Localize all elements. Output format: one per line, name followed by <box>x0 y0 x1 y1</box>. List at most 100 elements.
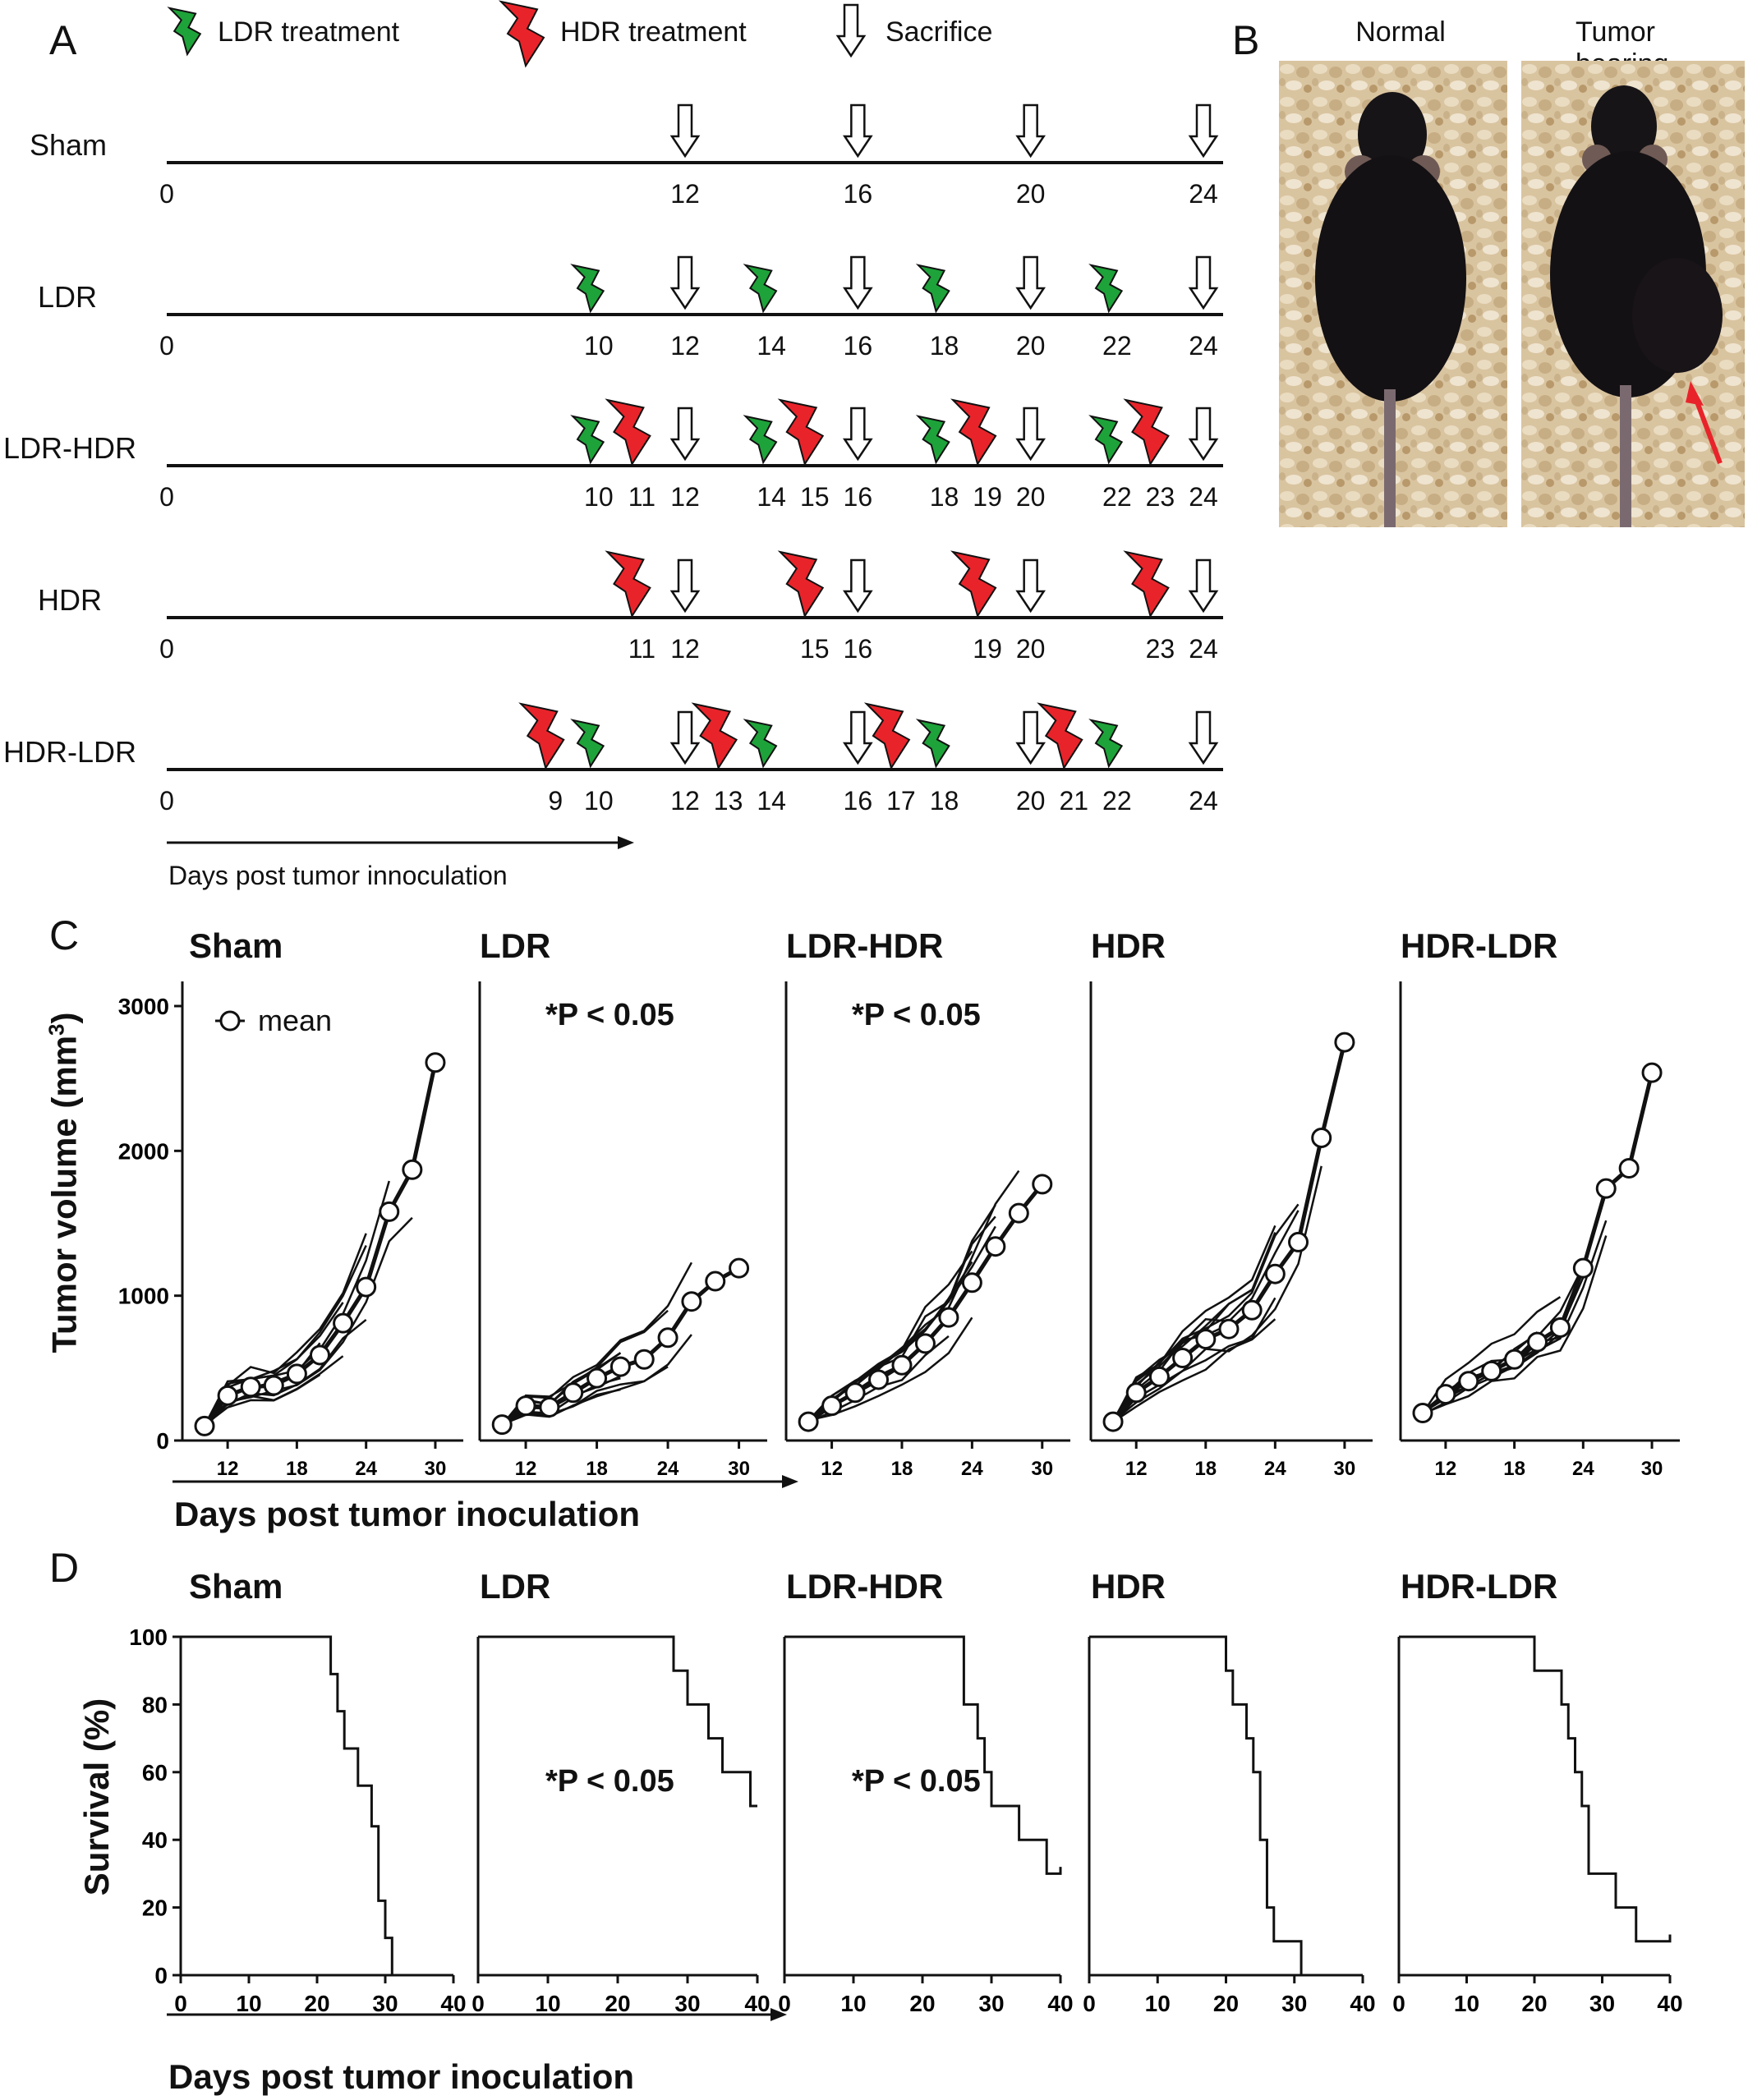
chart-c-mean-point <box>914 1333 936 1354</box>
hdr-bolt-icon <box>605 398 651 466</box>
chart-c-mean-point <box>1595 1178 1617 1199</box>
tick-day-20: 20 <box>1015 786 1046 816</box>
tick-day-20: 20 <box>1015 482 1046 512</box>
panel-a-letter: A <box>49 17 77 63</box>
chart-c-mean-point <box>539 1396 560 1418</box>
photo-normal-mouse <box>1279 61 1507 527</box>
legend-ldr-label: LDR treatment <box>218 16 400 48</box>
chart-c-mean-point <box>1148 1366 1170 1387</box>
panel-a-xlabel: Days post tumor innoculation <box>168 861 508 890</box>
sacrifice-arrow-icon <box>669 255 701 310</box>
tick-day-20: 20 <box>1015 331 1046 361</box>
chart-c-mean-point <box>515 1395 536 1417</box>
chart-d-title-hdr: HDR <box>1091 1567 1166 1606</box>
sacrifice-arrow-icon <box>1188 407 1219 462</box>
chart-c-mean-point <box>263 1375 284 1396</box>
chart-c-ytick-label: 3000 <box>118 994 169 1019</box>
tick-day-9: 9 <box>548 786 564 816</box>
chart-d-xtick-label: 20 <box>304 1991 329 2016</box>
chart-c-mean-point <box>1032 1174 1053 1195</box>
panel-c-legend-mean: mean <box>258 1004 333 1037</box>
chart-d-pvalue: *P < 0.05 <box>852 1764 981 1799</box>
chart-c-xtick-label: 18 <box>1194 1458 1217 1480</box>
tick-day-14: 14 <box>757 482 786 512</box>
chart-d-survival-curve <box>1089 1635 1303 1975</box>
hdr-bolt-icon <box>950 550 997 618</box>
chart-c-mean-point <box>705 1271 726 1292</box>
chart-c-xtick-label: 30 <box>728 1458 750 1480</box>
tick-day-24: 24 <box>1189 482 1218 512</box>
hdr-bolt-icon <box>777 550 825 618</box>
chart-c-mean-point <box>729 1257 750 1279</box>
chart-c-mean-point <box>333 1312 354 1334</box>
chart-c-individual-line <box>1112 1165 1322 1423</box>
chart-c-xtick-label: 18 <box>586 1458 608 1480</box>
timeline-label-hdr: HDR <box>38 583 102 617</box>
chart-c-mean-point <box>425 1052 446 1073</box>
chart-d-ytick-label: 100 <box>129 1624 168 1650</box>
tick-day-15: 15 <box>799 482 830 512</box>
chart-d-xtick-label: 30 <box>1281 1991 1307 2016</box>
tick-day-13: 13 <box>713 786 743 816</box>
chart-c-title-hdr: HDR <box>1091 926 1166 965</box>
chart-c-pvalue: *P < 0.05 <box>545 998 674 1032</box>
tick-day-24: 24 <box>1189 634 1218 664</box>
chart-d-xtick-label: 40 <box>744 1991 770 2016</box>
chart-d-title-ldr: LDR <box>480 1567 551 1606</box>
chart-c-mean-point <box>1549 1317 1571 1338</box>
chart-c-xtick-label: 18 <box>286 1458 308 1480</box>
legend-sacrifice-arrow-icon <box>835 3 867 58</box>
sacrifice-arrow-icon <box>669 407 701 462</box>
hdr-bolt-icon <box>518 702 565 770</box>
timeline-label-ldr-hdr: LDR-HDR <box>3 431 136 465</box>
sacrifice-arrow-icon <box>842 407 873 462</box>
tick-day-12: 12 <box>670 482 700 512</box>
panel-d-letter: D <box>49 1545 80 1591</box>
tick-day-16: 16 <box>843 331 873 361</box>
chart-d-ytick-label: 40 <box>142 1827 168 1853</box>
hdr-bolt-icon <box>950 398 997 466</box>
photo-normal-title: Normal <box>1355 16 1446 48</box>
chart-c-individual-line <box>501 1261 693 1426</box>
chart-c-mean-point <box>985 1236 1006 1257</box>
ldr-bolt-icon <box>743 415 778 465</box>
chart-c-mean-point <box>1435 1384 1456 1405</box>
chart-c-individual-line <box>203 1244 367 1427</box>
chart-d-ytick-label: 0 <box>154 1963 168 1988</box>
chart-c-title-ldr-hdr: LDR-HDR <box>786 926 944 965</box>
ldr-bolt-icon <box>915 264 950 314</box>
chart-c-mean-point <box>491 1414 513 1436</box>
chart-c-xtick-label: 12 <box>515 1458 537 1480</box>
chart-d-xtick-label: 20 <box>909 1991 935 2016</box>
timeline-label-sham: Sham <box>30 128 108 162</box>
sacrifice-arrow-icon <box>669 710 701 765</box>
tick-day-0: 0 <box>159 786 174 816</box>
hdr-bolt-icon <box>1123 398 1170 466</box>
sacrifice-arrow-icon <box>842 255 873 310</box>
chart-c-mean-point <box>194 1415 215 1436</box>
tick-day-10: 10 <box>584 482 614 512</box>
chart-c-mean-point <box>798 1411 819 1432</box>
chart-c-mean-point <box>402 1159 423 1180</box>
chart-c-title-ldr: LDR <box>480 926 551 965</box>
sacrifice-arrow-icon <box>1015 407 1046 462</box>
tick-day-15: 15 <box>799 634 830 664</box>
panel-c-xlabel: Days post tumor inoculation <box>174 1495 641 1533</box>
chart-d-xtick-label: 10 <box>1454 1991 1479 2016</box>
ldr-bolt-icon <box>915 415 950 465</box>
tick-day-12: 12 <box>670 179 700 209</box>
chart-c-mean-point <box>1008 1202 1029 1224</box>
ldr-bolt-icon <box>1088 264 1124 314</box>
hdr-bolt-icon <box>691 702 738 770</box>
tick-day-11: 11 <box>628 634 656 664</box>
ldr-bolt-icon <box>1088 719 1124 769</box>
chart-c-mean-point <box>217 1385 238 1406</box>
tick-day-0: 0 <box>159 634 174 664</box>
panel-d-axis-arrowhead <box>770 2008 787 2021</box>
chart-c-mean-point <box>1195 1329 1217 1350</box>
chart-c-mean-point <box>1102 1411 1124 1432</box>
tick-day-16: 16 <box>843 179 873 209</box>
chart-d-survival-curve <box>181 1635 393 1975</box>
hdr-bolt-icon <box>863 702 911 770</box>
